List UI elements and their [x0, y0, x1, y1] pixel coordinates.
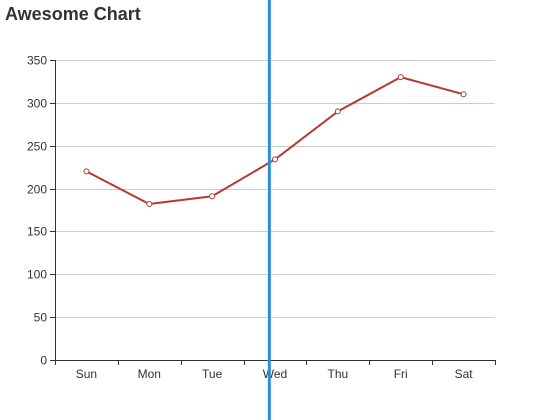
- x-tick-label: Sat: [455, 367, 474, 381]
- gridlines: [55, 60, 495, 318]
- y-tick-label: 0: [40, 354, 47, 368]
- data-point: [83, 168, 90, 175]
- data-point: [460, 91, 467, 98]
- data-point: [397, 74, 404, 81]
- x-tick-label: Wed: [263, 367, 287, 381]
- data-point: [334, 108, 341, 115]
- data-point: [272, 156, 278, 163]
- data-point: [209, 193, 216, 200]
- x-tick-label: Sun: [76, 367, 97, 381]
- y-tick-label: 200: [27, 183, 47, 197]
- series-layer: [83, 74, 467, 207]
- x-tick-label: Mon: [138, 367, 161, 381]
- x-tick-label: Thu: [328, 367, 349, 381]
- y-tick-label: 350: [27, 54, 47, 68]
- x-tick-label: Fri: [394, 367, 408, 381]
- x-tick-label: Tue: [202, 367, 223, 381]
- y-tick-label: 100: [27, 268, 47, 282]
- y-tick-label: 150: [27, 225, 47, 239]
- y-tick-label: 300: [27, 97, 47, 111]
- data-point: [146, 201, 153, 207]
- y-tick-label: 250: [27, 140, 47, 154]
- axes: 0 50 100 150 200 250 300 350 Sun Mon Tue Wed Thu Fri S…: [27, 54, 496, 381]
- y-tick-label: 50: [34, 311, 48, 325]
- chart-title: Awesome Chart: [5, 4, 141, 24]
- series-line: [85, 76, 464, 205]
